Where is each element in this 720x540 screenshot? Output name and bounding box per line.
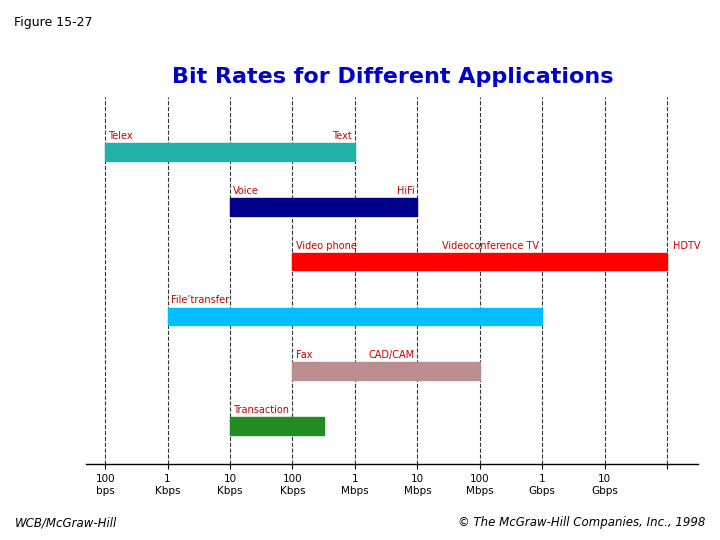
Text: © The McGraw-Hill Companies, Inc., 1998: © The McGraw-Hill Companies, Inc., 1998 (458, 516, 706, 529)
Text: File’transfer: File’transfer (171, 295, 229, 306)
Bar (230, 198, 418, 215)
Text: WCB/McGraw-Hill: WCB/McGraw-Hill (14, 516, 117, 529)
Text: Videoconference TV: Videoconference TV (442, 241, 539, 251)
Text: Figure 15-27: Figure 15-27 (14, 16, 93, 29)
Text: HiFi: HiFi (397, 186, 414, 196)
Text: Voice: Voice (233, 186, 259, 196)
Bar (230, 417, 324, 435)
Bar (292, 362, 480, 380)
Text: Video phone: Video phone (296, 241, 356, 251)
Bar (292, 253, 667, 271)
Text: Fax: Fax (296, 350, 312, 360)
Bar (168, 308, 542, 325)
Text: Text: Text (332, 131, 352, 141)
Text: Telex: Telex (108, 131, 133, 141)
Text: HDTV: HDTV (673, 241, 701, 251)
Bar (105, 143, 355, 161)
Title: Bit Rates for Different Applications: Bit Rates for Different Applications (171, 68, 613, 87)
Text: CAD/CAM: CAD/CAM (368, 350, 414, 360)
Text: Transaction: Transaction (233, 405, 289, 415)
